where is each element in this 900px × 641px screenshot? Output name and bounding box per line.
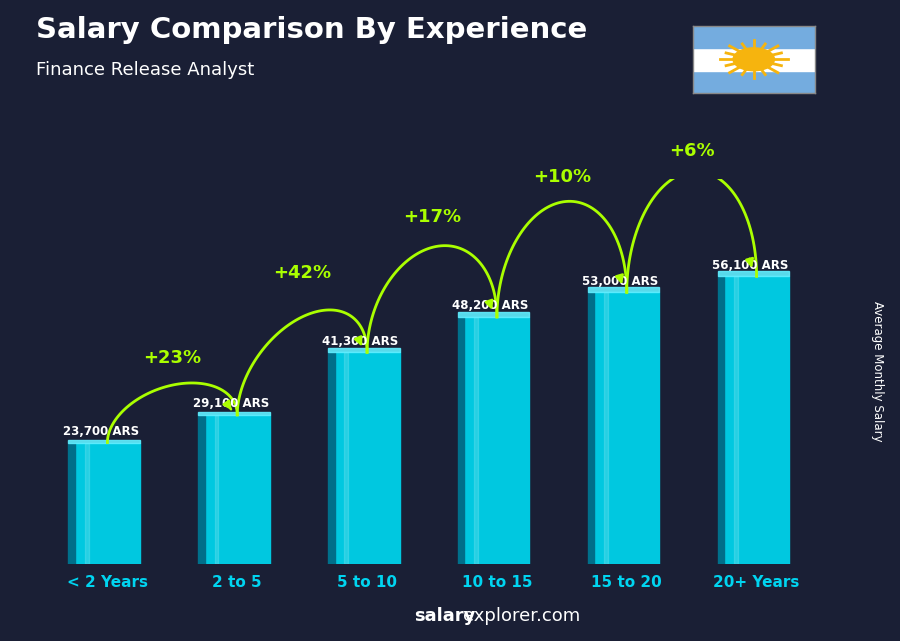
Text: 48,200 ARS: 48,200 ARS xyxy=(452,299,528,312)
Bar xyxy=(205,415,270,564)
Text: 29,100 ARS: 29,100 ARS xyxy=(193,397,269,410)
Text: 53,000 ARS: 53,000 ARS xyxy=(582,275,659,288)
Bar xyxy=(458,312,529,317)
Text: +42%: +42% xyxy=(273,264,331,282)
Bar xyxy=(68,442,75,564)
Bar xyxy=(75,442,140,564)
Bar xyxy=(85,442,88,564)
Bar xyxy=(214,415,219,564)
Bar xyxy=(458,317,464,564)
Bar xyxy=(588,292,594,564)
Bar xyxy=(734,276,738,564)
Text: +23%: +23% xyxy=(143,349,202,367)
Text: 41,300 ARS: 41,300 ARS xyxy=(322,335,399,347)
Text: +10%: +10% xyxy=(533,168,591,186)
Text: +6%: +6% xyxy=(669,142,715,160)
Bar xyxy=(588,287,659,292)
Bar xyxy=(335,353,400,564)
Text: explorer.com: explorer.com xyxy=(464,607,580,625)
Bar xyxy=(328,353,335,564)
Text: +17%: +17% xyxy=(403,208,461,226)
Text: Average Monthly Salary: Average Monthly Salary xyxy=(871,301,884,442)
Text: salary: salary xyxy=(414,607,475,625)
Text: 23,700 ARS: 23,700 ARS xyxy=(63,425,139,438)
Bar xyxy=(198,412,270,415)
Bar xyxy=(594,292,659,564)
Text: Finance Release Analyst: Finance Release Analyst xyxy=(36,61,254,79)
Text: Salary Comparison By Experience: Salary Comparison By Experience xyxy=(36,16,587,44)
Bar xyxy=(464,317,529,564)
Text: 56,100 ARS: 56,100 ARS xyxy=(712,259,788,272)
Bar xyxy=(693,48,814,71)
Bar xyxy=(724,276,789,564)
Bar xyxy=(717,271,789,276)
Bar xyxy=(693,26,814,48)
Circle shape xyxy=(734,48,774,71)
Bar xyxy=(345,353,348,564)
Bar xyxy=(717,276,725,564)
Bar xyxy=(68,440,140,442)
Circle shape xyxy=(739,51,769,67)
Bar xyxy=(474,317,478,564)
Bar xyxy=(328,349,400,353)
Bar xyxy=(198,415,205,564)
Bar xyxy=(604,292,608,564)
Bar xyxy=(693,71,814,93)
